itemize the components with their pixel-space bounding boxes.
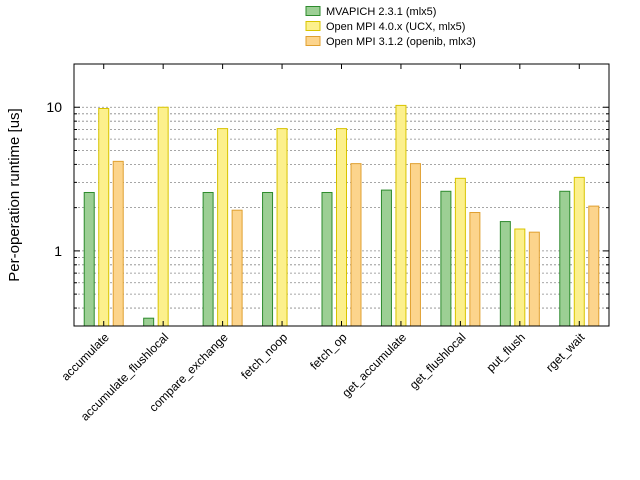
bar — [380, 189, 392, 327]
bar — [157, 106, 169, 327]
x-tick-label: fetch_noop — [238, 330, 290, 382]
x-axis: accumulateaccumulate_flushlocalcompare_e… — [59, 330, 588, 424]
x-tick-label: get_accumulate — [339, 330, 409, 400]
y-tick-label: 10 — [46, 99, 62, 115]
legend-label: Open MPI 4.0.x (UCX, mlx5) — [326, 21, 465, 33]
bars — [83, 64, 600, 327]
legend-label: MVAPICH 2.3.1 (mlx5) — [326, 6, 436, 18]
legend-swatch — [305, 6, 321, 16]
x-tick-label: accumulate — [59, 330, 113, 384]
bar — [262, 191, 274, 327]
x-tick-label: get_flushlocal — [407, 330, 469, 392]
bar — [276, 128, 288, 327]
bar — [395, 104, 407, 327]
bar — [588, 205, 600, 327]
bar — [409, 163, 421, 327]
bar — [573, 176, 585, 327]
bar — [514, 228, 526, 327]
x-tick-label: rget_wait — [543, 330, 588, 375]
y-axis-title: Per-operation runtime [us] — [6, 108, 23, 281]
x-tick-label: put_flush — [484, 330, 528, 374]
y-tick-label: 1 — [54, 243, 62, 259]
bar — [231, 209, 243, 327]
legend: MVAPICH 2.3.1 (mlx5) Open MPI 4.0.x (UCX,… — [305, 6, 476, 48]
bar — [83, 191, 95, 327]
bar — [321, 191, 333, 327]
bar — [143, 317, 155, 327]
legend-swatch — [305, 36, 321, 46]
plot-frame — [73, 63, 610, 327]
bar — [112, 160, 124, 327]
bar — [499, 221, 511, 327]
bar — [350, 163, 362, 327]
legend-swatch — [305, 21, 321, 31]
bar — [454, 177, 466, 327]
bar — [440, 190, 452, 327]
bar — [469, 212, 481, 327]
bar — [528, 231, 540, 327]
bar — [336, 128, 347, 327]
bar — [202, 191, 214, 327]
legend-label: Open MPI 3.1.2 (openib, mlx3) — [326, 36, 476, 48]
x-tick-label: fetch_op — [307, 330, 350, 373]
y-axis: 1 10 — [46, 99, 62, 259]
bar — [559, 190, 571, 327]
bar — [217, 128, 229, 327]
bar — [98, 108, 110, 327]
